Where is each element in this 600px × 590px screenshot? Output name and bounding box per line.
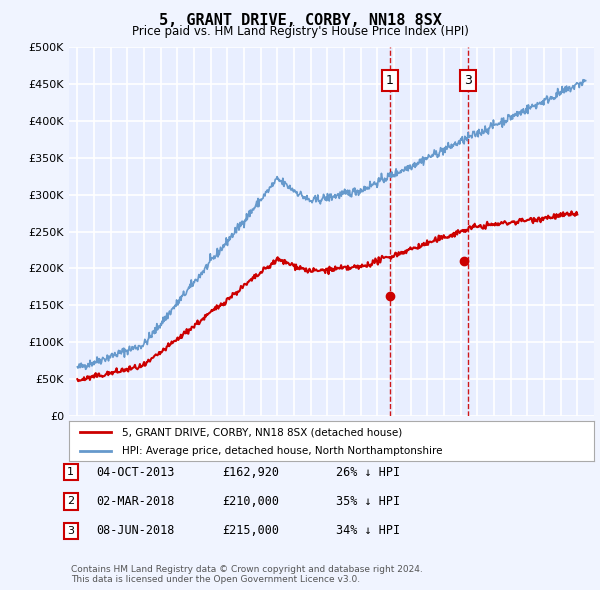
Text: 5, GRANT DRIVE, CORBY, NN18 8SX: 5, GRANT DRIVE, CORBY, NN18 8SX bbox=[158, 13, 442, 28]
Text: 34% ↓ HPI: 34% ↓ HPI bbox=[336, 525, 400, 537]
Text: £162,920: £162,920 bbox=[222, 466, 279, 478]
Text: Contains HM Land Registry data © Crown copyright and database right 2024.
This d: Contains HM Land Registry data © Crown c… bbox=[71, 565, 422, 584]
Text: 5, GRANT DRIVE, CORBY, NN18 8SX (detached house): 5, GRANT DRIVE, CORBY, NN18 8SX (detache… bbox=[121, 428, 402, 438]
Text: 04-OCT-2013: 04-OCT-2013 bbox=[96, 466, 175, 478]
Text: £215,000: £215,000 bbox=[222, 525, 279, 537]
Text: 02-MAR-2018: 02-MAR-2018 bbox=[96, 495, 175, 508]
Text: 08-JUN-2018: 08-JUN-2018 bbox=[96, 525, 175, 537]
Text: 1: 1 bbox=[386, 74, 394, 87]
Text: 35% ↓ HPI: 35% ↓ HPI bbox=[336, 495, 400, 508]
Text: HPI: Average price, detached house, North Northamptonshire: HPI: Average price, detached house, Nort… bbox=[121, 447, 442, 456]
Text: 3: 3 bbox=[67, 526, 74, 536]
Text: 26% ↓ HPI: 26% ↓ HPI bbox=[336, 466, 400, 478]
Text: 1: 1 bbox=[67, 467, 74, 477]
Text: 2: 2 bbox=[67, 497, 74, 506]
Text: 3: 3 bbox=[464, 74, 472, 87]
Text: Price paid vs. HM Land Registry's House Price Index (HPI): Price paid vs. HM Land Registry's House … bbox=[131, 25, 469, 38]
Text: £210,000: £210,000 bbox=[222, 495, 279, 508]
